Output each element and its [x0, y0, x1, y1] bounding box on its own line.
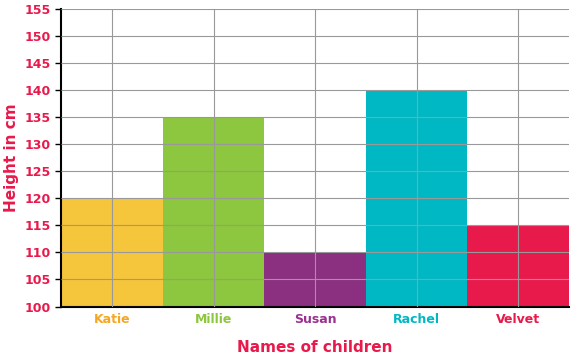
X-axis label: Names of children: Names of children	[237, 340, 393, 355]
Y-axis label: Height in cm: Height in cm	[4, 103, 19, 212]
Bar	[366, 90, 468, 307]
Text: Rachel: Rachel	[393, 313, 440, 326]
Bar	[61, 199, 163, 307]
Text: Katie: Katie	[94, 313, 131, 326]
Bar	[264, 252, 366, 307]
Bar	[163, 117, 264, 307]
Text: Susan: Susan	[294, 313, 336, 326]
Text: Millie: Millie	[195, 313, 232, 326]
Text: Velvet: Velvet	[496, 313, 540, 326]
Bar	[468, 225, 569, 307]
